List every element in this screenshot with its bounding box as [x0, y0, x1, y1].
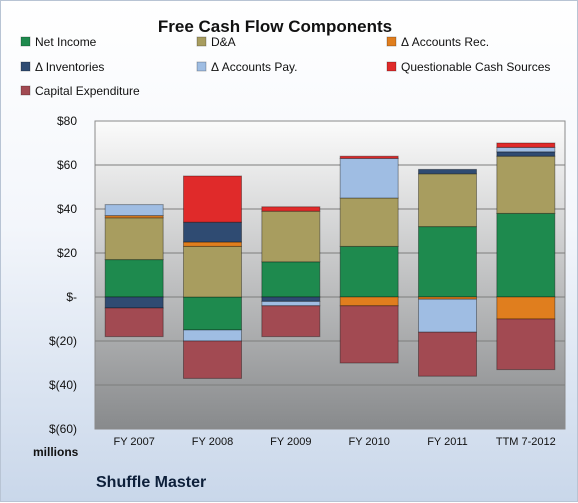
bar-segment-net-income — [104, 259, 164, 298]
y-tick-label: $(40) — [49, 378, 77, 392]
y-tick-label: $60 — [57, 158, 77, 172]
plot-area — [94, 120, 566, 430]
unit-label: millions — [33, 445, 79, 459]
legend-swatch-delta-accounts-rec — [386, 36, 397, 47]
bar-segment-capital-expenditure — [104, 307, 164, 338]
bar-segment-questionable-cash-sources — [261, 206, 321, 212]
bar-segment-d-a — [261, 210, 321, 263]
legend-swatch-questionable-cash-sources — [386, 61, 397, 72]
legend-label-d-a: D&A — [211, 35, 236, 49]
bar-segment-net-income — [261, 261, 321, 298]
bar-segment-delta-inventories — [183, 221, 242, 243]
legend-label-delta-accounts-rec: Δ Accounts Rec. — [401, 35, 489, 49]
bar-segment-d-a — [418, 173, 477, 228]
bar-segment-delta-accounts-pay — [496, 146, 556, 153]
bar-segment-delta-inventories — [496, 151, 556, 157]
bar-segment-delta-accounts-pay — [339, 157, 399, 199]
x-tick-label: FY 2010 — [348, 436, 389, 448]
bar-segment-questionable-cash-sources — [183, 175, 242, 223]
x-tick-label: TTM 7-2012 — [496, 436, 556, 448]
x-axis-ticks: FY 2007 FY 2008 FY 2009 FY 2010 FY 2011 TTM 7… — [113, 436, 555, 448]
x-tick-label: FY 2011 — [427, 436, 468, 448]
legend-swatch-d-a — [196, 36, 207, 47]
bar-segment-capital-expenditure — [418, 331, 477, 377]
bar-segment-d-a — [496, 155, 556, 214]
x-tick-label: FY 2008 — [192, 436, 233, 448]
bar-segment-capital-expenditure — [496, 318, 556, 371]
bar-segment-delta-inventories — [104, 296, 164, 309]
bar-segment-delta-accounts-pay — [104, 204, 164, 217]
bar-segment-delta-inventories — [261, 296, 321, 302]
y-tick-label: $- — [66, 290, 77, 304]
y-tick-label: $(20) — [49, 334, 77, 348]
legend-swatch-delta-accounts-pay — [196, 61, 207, 72]
bar-segment-net-income — [183, 296, 242, 331]
y-tick-label: $80 — [57, 114, 77, 128]
bar-segment-capital-expenditure — [183, 340, 242, 379]
company-name: Shuffle Master — [96, 474, 206, 491]
legend-label-questionable-cash-sources: Questionable Cash Sources — [401, 60, 550, 74]
legend-swatch-net-income — [20, 36, 31, 47]
x-tick-label: FY 2007 — [113, 436, 154, 448]
y-tick-label: $(60) — [49, 422, 77, 436]
y-tick-label: $20 — [57, 246, 77, 260]
bar-segment-d-a — [183, 245, 242, 298]
bar-segment-capital-expenditure — [261, 305, 321, 338]
bar-segment-net-income — [418, 226, 477, 298]
y-tick-label: $40 — [57, 202, 77, 216]
bar-segment-delta-accounts-pay — [418, 298, 477, 333]
bar-segment-delta-accounts-pay — [261, 300, 321, 307]
legend-label-delta-accounts-pay: Δ Accounts Pay. — [211, 60, 298, 74]
legend-label-net-income: Net Income — [35, 35, 97, 49]
legend-swatch-capital-expenditure — [20, 85, 31, 96]
chart-title: Free Cash Flow Components — [158, 17, 392, 36]
bar-segment-delta-accounts-rec — [339, 296, 399, 307]
bar-segment-net-income — [339, 245, 399, 298]
bar-segment-questionable-cash-sources — [339, 155, 399, 159]
bar-segment-d-a — [339, 197, 399, 247]
y-axis-ticks: $80 $60 $40 $20 $- $(20) $(40) $(60) — [49, 114, 77, 436]
bar-segment-delta-accounts-rec — [183, 241, 242, 247]
bar-stacks — [104, 142, 556, 379]
bar-segment-capital-expenditure — [339, 305, 399, 364]
chart-legend: Net Income D&A Δ Accounts Rec. Δ Inventorie… — [20, 35, 550, 98]
bar-segment-delta-accounts-pay — [183, 329, 242, 342]
bar-segment-d-a — [104, 217, 164, 261]
grid-lines — [95, 164, 565, 386]
bar-segment-delta-accounts-rec — [496, 296, 556, 320]
bar-segment-questionable-cash-sources — [496, 142, 556, 148]
legend-swatch-delta-inventories — [20, 61, 31, 72]
bar-segment-net-income — [496, 212, 556, 298]
legend-label-delta-inventories: Δ Inventories — [35, 60, 104, 74]
bar-segment-delta-inventories — [418, 168, 477, 175]
legend-label-capital-expenditure: Capital Expenditure — [35, 84, 140, 98]
x-tick-label: FY 2009 — [270, 436, 311, 448]
